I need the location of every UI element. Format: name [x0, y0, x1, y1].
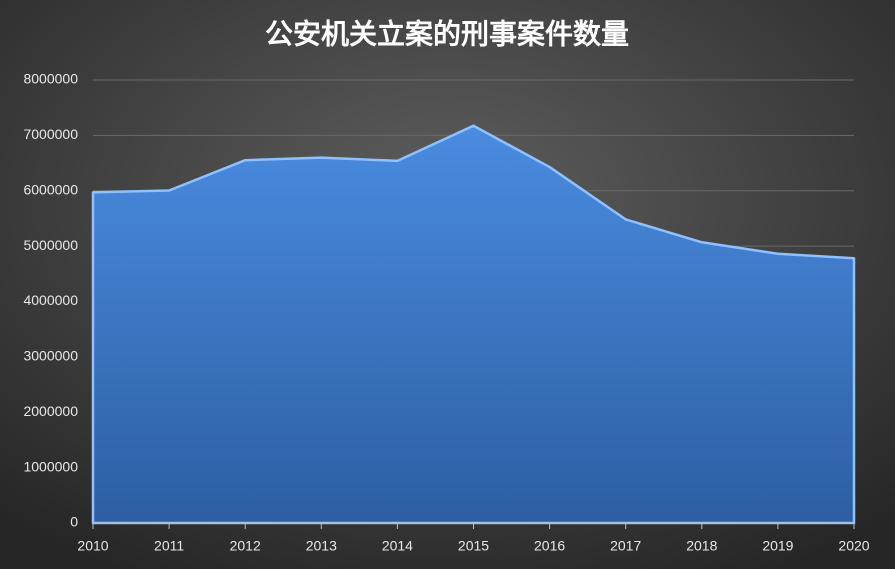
y-tick-label: 6000000 [23, 181, 78, 197]
x-tick-label: 2019 [762, 538, 793, 554]
x-tick-label: 2014 [382, 538, 413, 554]
y-tick-label: 3000000 [23, 348, 78, 364]
y-tick-label: 8000000 [23, 71, 78, 87]
y-tick-label: 0 [70, 514, 78, 530]
x-tick-label: 2011 [154, 538, 184, 554]
area [91, 124, 856, 525]
x-tick-label: 2015 [458, 538, 489, 554]
x-tick-label: 2010 [77, 538, 108, 554]
y-tick-label: 7000000 [23, 126, 78, 142]
y-tick-label: 5000000 [23, 237, 78, 253]
y-tick-label: 2000000 [23, 403, 78, 419]
x-tick-label: 2017 [610, 538, 641, 554]
y-tick-label: 1000000 [23, 458, 78, 474]
x-tick-label: 2018 [686, 538, 717, 554]
x-tick-label: 2012 [230, 538, 261, 554]
chart-title: 公安机关立案的刑事案件数量 [265, 18, 629, 51]
y-tick-label: 4000000 [23, 292, 78, 308]
x-tick-label: 2016 [534, 538, 565, 554]
x-tick-label: 2020 [838, 538, 869, 554]
x-tick-label: 2013 [306, 538, 337, 554]
